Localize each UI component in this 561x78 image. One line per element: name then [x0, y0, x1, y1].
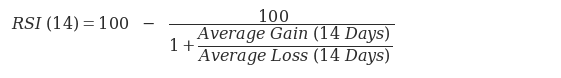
Text: $\mathit{RSI\ (14)} = 100\ \ -\ \ \dfrac{\quad\quad\quad 100 \quad\quad\quad\qua: $\mathit{RSI\ (14)} = 100\ \ -\ \ \dfrac… [11, 7, 394, 68]
